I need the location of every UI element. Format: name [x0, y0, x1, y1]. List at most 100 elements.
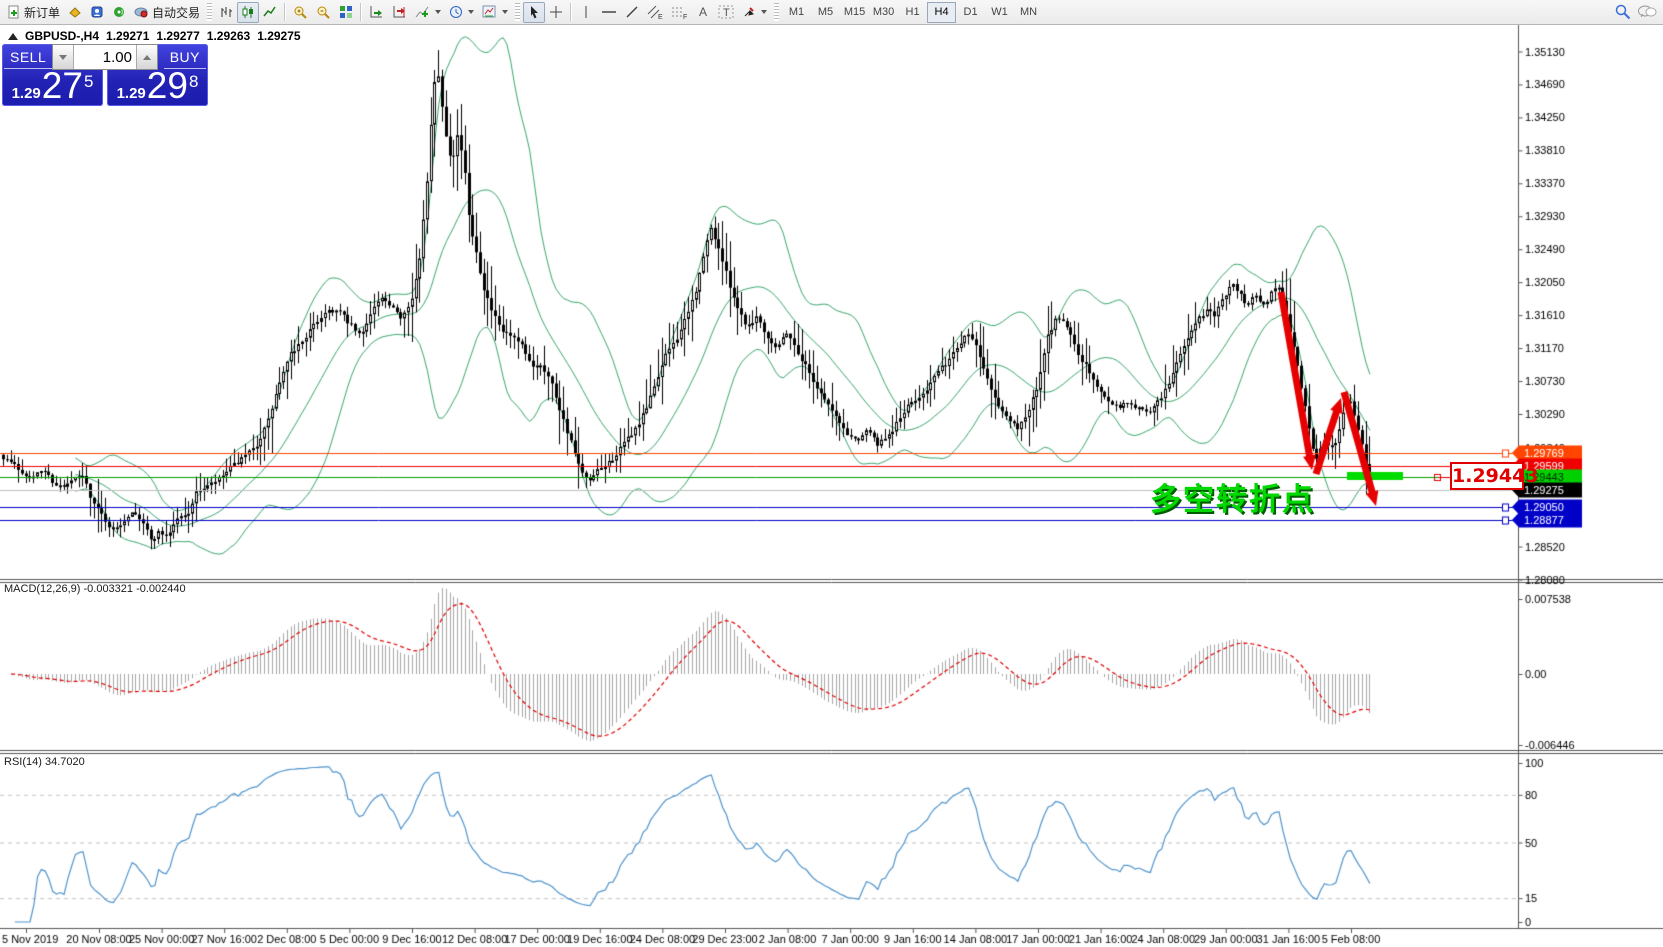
price-callout[interactable]: 1.29443 [1450, 462, 1539, 490]
trendline-button[interactable] [621, 2, 643, 23]
chevron-down-icon [468, 10, 475, 14]
zoom-in-button[interactable] [289, 2, 312, 23]
volume-increase-button[interactable] [136, 45, 157, 69]
chart-shift-button[interactable] [388, 2, 411, 23]
macd-label: MACD(12,26,9) -0.003321 -0.002440 [4, 583, 186, 595]
arrows-icon [744, 7, 755, 17]
toolbar: 新订单 自动交易 [0, 0, 1663, 25]
candlestick-icon [242, 6, 254, 18]
macd-signal-value: -0.002440 [136, 583, 186, 595]
line-chart-icon [263, 6, 276, 17]
indicators-icon [415, 6, 429, 18]
candlestick-button[interactable] [237, 1, 260, 23]
timeframe-button-m1[interactable]: M1 [788, 5, 805, 18]
tile-windows-button[interactable] [335, 2, 357, 23]
periods-icon [450, 6, 463, 18]
text-label-button[interactable]: T [714, 2, 738, 23]
buy-button[interactable]: BUY 1.29 29 8 [107, 44, 208, 106]
timeframe-button-mn[interactable]: MN [1019, 5, 1038, 18]
timeframe-button-d1[interactable]: D1 [963, 5, 978, 18]
volume-input[interactable] [74, 45, 136, 69]
signals-icon [114, 7, 125, 17]
text-button[interactable]: A [692, 2, 714, 23]
ohlc-open: 1.29271 [106, 29, 150, 43]
text-label-icon: T [718, 5, 734, 19]
symbol-name: GBPUSD-,H4 [25, 29, 100, 43]
search-icon[interactable] [1615, 4, 1631, 20]
zoom-in-icon [294, 6, 307, 19]
chevron-down-icon [435, 10, 442, 14]
chevron-down-icon [761, 10, 768, 14]
equidistant-channel-icon: E [647, 5, 663, 20]
toolbar-grip[interactable] [774, 3, 780, 21]
buy-label: BUY [163, 47, 206, 69]
svg-text:A: A [699, 5, 707, 19]
new-order-button[interactable]: 新订单 [3, 2, 64, 23]
chevron-down-icon [502, 10, 509, 14]
ohlc-low: 1.29263 [206, 29, 251, 43]
zoom-out-icon [317, 6, 330, 19]
svg-text:F: F [683, 14, 687, 20]
trendline-icon [626, 6, 638, 18]
timeframe-button-m5[interactable]: M5 [817, 5, 834, 18]
toolbar-grip[interactable] [515, 3, 521, 21]
collapse-arrow-icon[interactable] [8, 32, 18, 40]
fibonacci-icon: F [672, 7, 687, 20]
equidistant-channel-button[interactable]: E [643, 2, 667, 23]
signals-button[interactable] [108, 2, 130, 23]
horizontal-line-button[interactable] [597, 2, 621, 23]
line-chart-button[interactable] [259, 2, 281, 23]
one-click-trading-panel: SELL 1.29 27 5 BUY 1.29 29 8 [2, 44, 208, 106]
new-order-icon [8, 5, 19, 19]
rsi-label: RSI(14) 34.7020 [4, 756, 85, 768]
ohlc-close: 1.29275 [257, 29, 301, 43]
vertical-line-button[interactable] [575, 2, 597, 23]
market-watch-icon [69, 7, 81, 18]
fibonacci-button[interactable]: F [667, 2, 692, 23]
sell-price-big: 27 [41, 65, 83, 106]
timeframe-button-h1[interactable]: H1 [905, 5, 920, 18]
cursor-button[interactable] [523, 1, 546, 23]
toolbar-separator [284, 3, 287, 21]
sell-price-sup: 5 [83, 72, 94, 91]
timeframe-button-w1[interactable]: W1 [991, 5, 1008, 18]
market-watch-button[interactable] [64, 2, 86, 23]
new-order-label: 新订单 [24, 5, 61, 20]
bar-chart-button[interactable] [215, 2, 237, 23]
volume-decrease-button[interactable] [53, 45, 74, 69]
toolbar-grip[interactable] [207, 3, 213, 21]
chart-shift-icon [393, 6, 406, 18]
triangle-up-icon [143, 54, 151, 60]
toolbar-separator [570, 3, 573, 21]
horizontal-line-icon [602, 11, 617, 13]
rsi-name: RSI(14) [4, 756, 42, 768]
auto-trading-button[interactable]: 自动交易 [130, 2, 204, 23]
sell-label: SELL [4, 47, 53, 69]
turning-point-annotation[interactable]: 多空转折点 [1150, 482, 1315, 517]
timeframe-button-m30[interactable]: M30 [872, 5, 895, 18]
indicators-button[interactable] [411, 2, 445, 23]
chat-icon[interactable] [1637, 4, 1657, 20]
timeframe-bar: M1 M5 M15 M30 H1 H4 D1 W1 MN [782, 1, 1043, 23]
arrows-button[interactable] [738, 2, 771, 23]
timeframe-button-m15[interactable]: M15 [843, 5, 866, 18]
macd-name: MACD(12,26,9) [4, 583, 81, 595]
templates-button[interactable] [478, 2, 512, 23]
templates-icon [482, 5, 496, 18]
auto-trading-label: 自动交易 [152, 5, 201, 20]
buy-price-big: 29 [146, 65, 188, 106]
crosshair-button[interactable] [545, 2, 567, 23]
buy-price-sup: 8 [188, 72, 199, 91]
zoom-out-button[interactable] [312, 2, 335, 23]
auto-scroll-button[interactable] [365, 2, 388, 23]
community-button[interactable] [86, 2, 108, 23]
svg-text:T: T [723, 7, 730, 19]
toolbar-separator [360, 3, 363, 21]
sell-price-prefix: 1.29 [11, 85, 41, 102]
symbol-info: GBPUSD-,H4 1.29271 1.29277 1.29263 1.292… [8, 29, 303, 43]
auto-scroll-icon [370, 6, 383, 18]
tile-windows-icon [340, 6, 353, 18]
periods-button[interactable] [445, 2, 478, 23]
timeframe-button-h4[interactable]: H4 [927, 1, 957, 23]
